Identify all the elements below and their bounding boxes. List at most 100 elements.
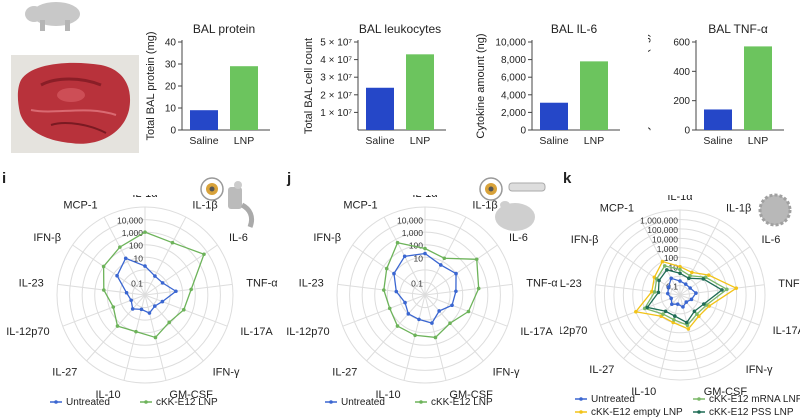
radar-point <box>130 307 135 311</box>
y-tick-label: 0 <box>170 126 176 137</box>
radar-point <box>189 287 193 292</box>
radar-axis-label: IL-10 <box>631 386 656 398</box>
radar-ring-label: 1,000 <box>122 228 144 238</box>
panel-letter-i: i <box>2 170 7 187</box>
radar-axis-label: TNF-α <box>778 278 800 290</box>
radar-point <box>403 300 407 305</box>
bar-lnp <box>744 46 772 130</box>
radar-spoke <box>679 294 737 359</box>
y-tick-label: 2 × 10⁷ <box>320 90 352 101</box>
radar-axis-label: IL-1α <box>667 195 693 203</box>
radar-axis-label: IL-23 <box>560 278 582 290</box>
legend-label: cKK-E12 mRNA LNP <box>709 394 800 405</box>
x-tick-label: Saline <box>703 135 732 147</box>
y-tick-label: 2,000 <box>501 108 526 119</box>
bar-saline <box>190 110 218 130</box>
radar-point <box>684 320 689 325</box>
x-tick-label: LNP <box>748 135 768 147</box>
radar-axis-label: TNF-α <box>526 278 558 290</box>
x-tick-label: Saline <box>189 135 218 147</box>
radar-axis-label: IL-27 <box>52 366 77 378</box>
radar-point <box>392 271 396 276</box>
radar-spoke <box>424 216 467 296</box>
radar-axis-label: IL-17A <box>773 325 800 337</box>
y-tick-label: 40 <box>165 38 177 49</box>
radar-point <box>430 321 434 325</box>
chart-title: BAL protein <box>193 22 255 36</box>
radar-axis-label: IFN-γ <box>493 366 520 378</box>
radar-spoke <box>424 294 508 327</box>
legend-marker <box>329 400 333 404</box>
radar-axis-label: IL-12p70 <box>6 326 49 338</box>
radar-point <box>720 288 724 292</box>
radar-point <box>701 277 706 281</box>
radar-point <box>394 289 399 294</box>
radar-series-untreated <box>116 257 178 314</box>
radar-point <box>160 299 165 304</box>
mouse-icon <box>479 177 546 231</box>
radar-axis-label: IL-12p70 <box>286 326 329 338</box>
legend-label: cKK-E12 LNP <box>156 397 218 408</box>
chart-title: BAL IL-6 <box>551 22 598 36</box>
radar-spoke <box>623 294 681 359</box>
radar-spoke <box>600 294 681 326</box>
radar-axis-label: MCP-1 <box>63 200 97 212</box>
radar-point <box>395 240 400 245</box>
radar-ring-label: 1,000 <box>402 228 424 238</box>
legend-marker <box>697 397 701 401</box>
y-tick-label: 600 <box>673 38 690 49</box>
radar-point <box>734 286 739 290</box>
radar-ring-label: 10,000 <box>117 216 143 226</box>
radar-point <box>666 291 670 296</box>
radar-axis-label: IL-1β <box>192 200 217 212</box>
radar-point <box>423 246 427 251</box>
y-tick-label: 200 <box>673 96 690 107</box>
radar-point <box>666 285 671 289</box>
radar-axis-label: IL-12p70 <box>560 325 587 337</box>
radar-point <box>134 329 138 334</box>
radar-axis-label: IL-10 <box>376 389 401 401</box>
radar-spoke <box>144 216 187 296</box>
radar-axis-label: IL-6 <box>761 234 780 246</box>
radar-point <box>678 271 682 276</box>
radar-point <box>115 324 120 328</box>
radar-point <box>650 289 654 294</box>
panel-letter-k: k <box>563 170 572 187</box>
radar-point <box>395 324 400 328</box>
radar-point <box>678 264 682 269</box>
legend-marker <box>697 410 701 414</box>
legend-label: Untreated <box>341 397 385 408</box>
radar-spoke <box>640 219 681 296</box>
y-tick-label: 4,000 <box>501 90 526 101</box>
radar-spoke <box>424 244 498 296</box>
x-tick-label: LNP <box>234 135 254 147</box>
radar-point <box>694 291 698 295</box>
radar-point <box>139 307 144 312</box>
radar-point <box>382 288 386 292</box>
radar-series-ckk-e12-pss-lnp <box>646 269 724 324</box>
legend-marker <box>579 397 583 401</box>
radar-ring-label: 10,000 <box>397 216 423 226</box>
legend-marker <box>54 400 58 404</box>
radar-point <box>433 335 438 340</box>
radar-point <box>153 304 157 308</box>
radar-axis-label: IL-1α <box>412 195 438 200</box>
radar-ring-label: 10 <box>414 253 424 263</box>
radar-ring-label: 0.1 <box>131 278 143 288</box>
bar-saline <box>540 102 568 130</box>
radar-point <box>652 290 657 294</box>
y-tick-label: 6,000 <box>501 73 526 84</box>
bar-lnp <box>230 66 258 130</box>
y-tick-label: 1 × 10⁷ <box>320 108 352 119</box>
radar-point <box>466 309 471 314</box>
radar-point <box>678 279 682 283</box>
radar-point <box>102 288 106 292</box>
radar-spoke <box>103 216 146 296</box>
radar-point <box>690 270 694 275</box>
legend-label: cKK-E12 PSS LNP <box>709 407 794 418</box>
bar-saline <box>366 87 394 130</box>
radar-spoke <box>424 283 513 296</box>
radar-spoke <box>72 244 146 296</box>
y-axis-label: Cytokine amount (ng) <box>475 33 487 138</box>
radar-spoke <box>144 283 233 296</box>
